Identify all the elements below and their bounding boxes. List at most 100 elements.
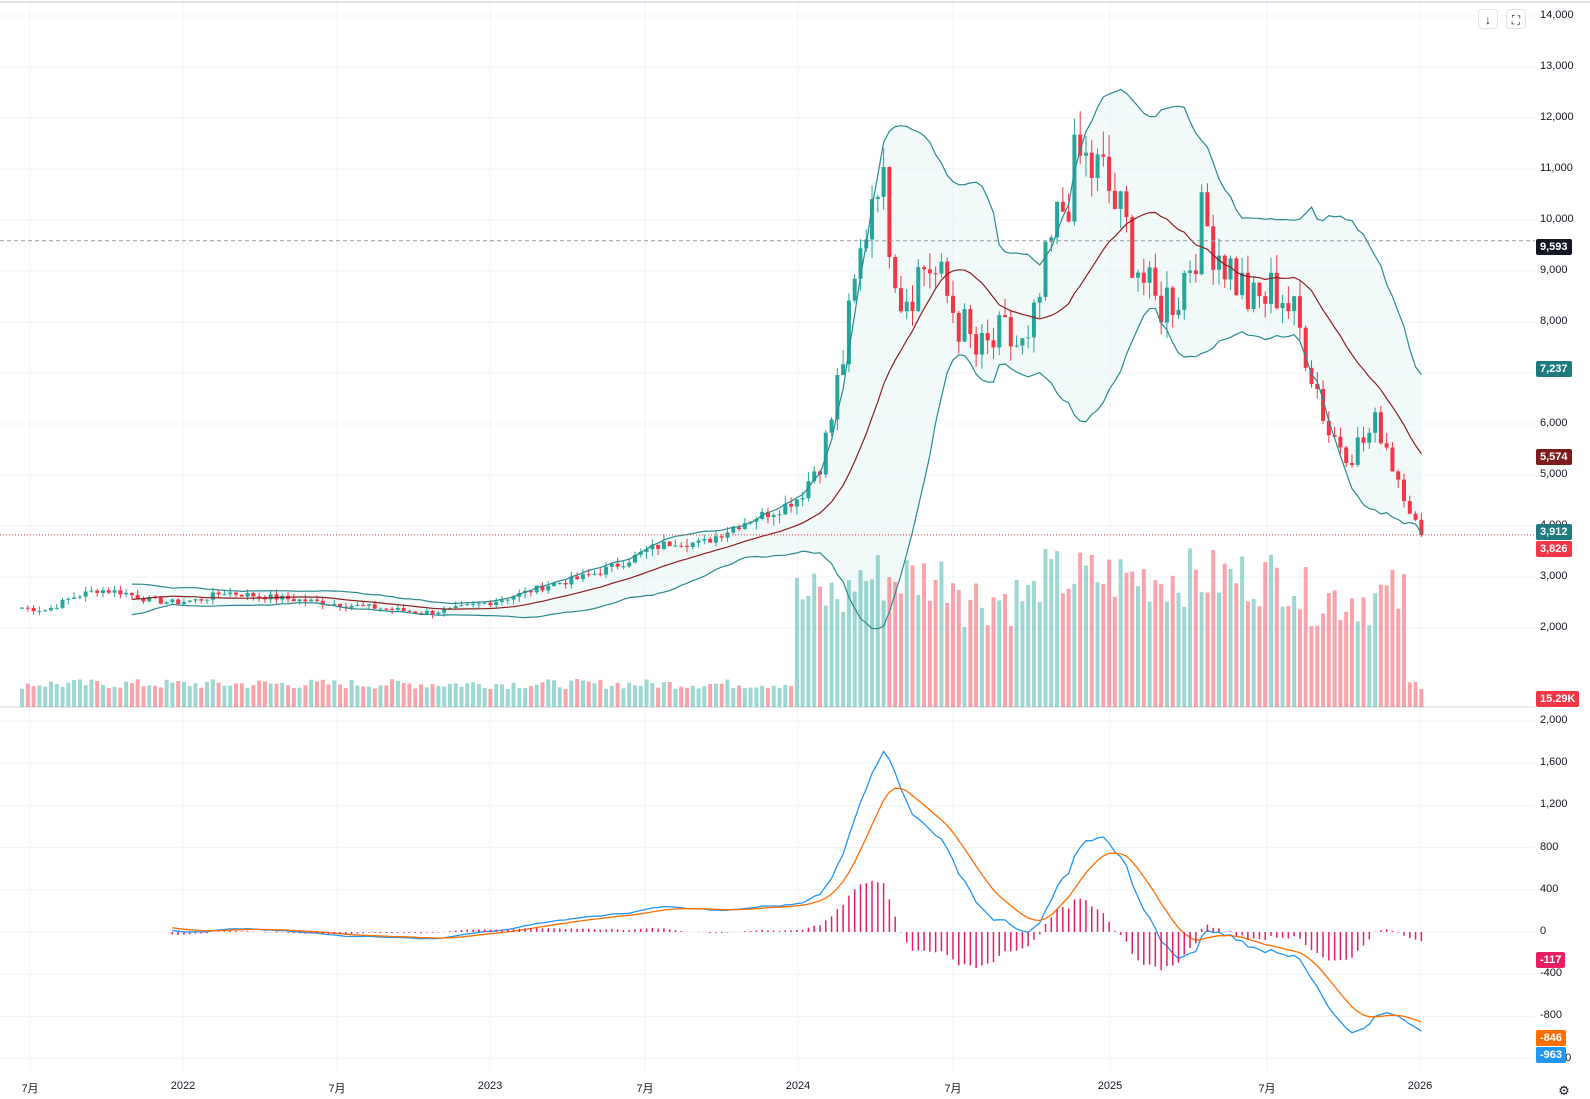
volume-bar	[904, 560, 909, 707]
volume-bar	[193, 683, 198, 707]
volume-bar	[112, 686, 117, 707]
volume-bar	[1367, 625, 1372, 707]
volume-bar	[604, 688, 609, 707]
volume-bar	[268, 683, 273, 707]
dashed-level-tag: 9,593	[1536, 239, 1572, 255]
candle-body	[314, 599, 319, 601]
candlesticks	[20, 111, 1424, 619]
price-tick-label: 13,000	[1540, 60, 1574, 72]
candle-body	[419, 613, 424, 615]
time-tick-label: 2022	[170, 1080, 196, 1092]
volume-bar	[719, 683, 724, 707]
fullscreen-button[interactable]: ⛶	[1506, 9, 1526, 29]
candle-body	[1257, 282, 1262, 297]
price-tick-label: 6,000	[1540, 417, 1568, 429]
candle-body	[164, 602, 169, 604]
download-button[interactable]: ↓	[1478, 9, 1498, 29]
volume-bar	[870, 579, 875, 707]
candle-body	[1407, 501, 1412, 514]
candle-body	[147, 597, 152, 602]
volume-bar	[320, 679, 325, 707]
candle-body	[1367, 432, 1372, 443]
candle-body	[1355, 437, 1360, 465]
volume-bar	[378, 685, 383, 707]
volume-bar	[794, 577, 799, 707]
volume-bar	[1384, 585, 1389, 707]
candle-body	[1078, 134, 1083, 156]
candle-body	[459, 605, 464, 607]
candle-body	[985, 333, 990, 341]
macd-tick-label: 400	[1540, 882, 1559, 895]
candle-body	[176, 599, 181, 604]
candle-body	[390, 608, 395, 610]
candle-body	[1170, 287, 1175, 316]
candle-body	[210, 592, 215, 600]
candle-body	[89, 590, 94, 592]
candle-body	[615, 563, 620, 567]
volume-bar	[852, 591, 857, 707]
volume-bar	[366, 686, 371, 707]
candle-body	[77, 596, 82, 598]
macd-line	[172, 750, 1422, 1034]
candle-body	[563, 582, 568, 585]
volume-bar	[291, 688, 296, 707]
time-tick-label: 2023	[477, 1080, 503, 1092]
volume-bar	[77, 679, 82, 707]
volume-bar	[505, 688, 510, 707]
candle-body	[1188, 270, 1193, 273]
volume-bar	[436, 685, 441, 707]
macd-pane	[171, 750, 1423, 1034]
volume-bar	[141, 686, 146, 707]
volume-bar	[1072, 583, 1077, 707]
candle-body	[158, 597, 163, 604]
candle-body	[1037, 296, 1042, 303]
volume-bar	[1407, 682, 1412, 707]
candle-body	[794, 499, 799, 507]
volume-bar	[1136, 586, 1141, 707]
candle-body	[598, 573, 603, 575]
candle-body	[100, 590, 105, 593]
volume-bar	[205, 681, 210, 707]
candle-body	[205, 599, 210, 601]
candle-body	[1193, 270, 1198, 275]
candle-body	[777, 514, 782, 516]
volume-bar	[575, 679, 580, 707]
volume-bar	[690, 685, 695, 707]
volume-bar	[1159, 584, 1164, 707]
candle-body	[916, 267, 921, 312]
candle-body	[638, 551, 643, 555]
ma-tag: 5,574	[1536, 449, 1572, 465]
volume-bar	[621, 688, 626, 707]
candle-body	[141, 598, 146, 602]
volume-bar	[1240, 556, 1245, 707]
candle-body	[1124, 191, 1129, 218]
volume-bar	[817, 586, 822, 707]
volume-bar	[303, 685, 308, 707]
candle-body	[1402, 479, 1407, 502]
volume-bar	[274, 683, 279, 707]
volume-bar	[789, 685, 794, 707]
candle-body	[228, 592, 233, 595]
candle-body	[893, 256, 898, 289]
candle-body	[1164, 287, 1169, 323]
volume-bar	[83, 685, 88, 707]
settings-gear-icon[interactable]: ⚙	[1558, 1083, 1570, 1098]
candle-body	[621, 566, 626, 568]
candle-body	[251, 593, 256, 597]
candle-body	[702, 538, 707, 541]
volume-bar	[985, 625, 990, 707]
volume-bar	[1164, 601, 1169, 707]
volume-bar	[216, 682, 221, 707]
candle-body	[118, 590, 123, 595]
candle-body	[1216, 255, 1221, 270]
candle-body	[20, 607, 25, 609]
volume-bar	[800, 599, 805, 707]
volume-bar	[1297, 609, 1302, 707]
candle-body	[679, 545, 684, 547]
volume-bar	[1338, 619, 1343, 707]
candle-body	[604, 566, 609, 575]
bb-upper-tag: 7,237	[1536, 361, 1572, 377]
candle-body	[1026, 337, 1031, 339]
volume-bar	[465, 683, 470, 707]
